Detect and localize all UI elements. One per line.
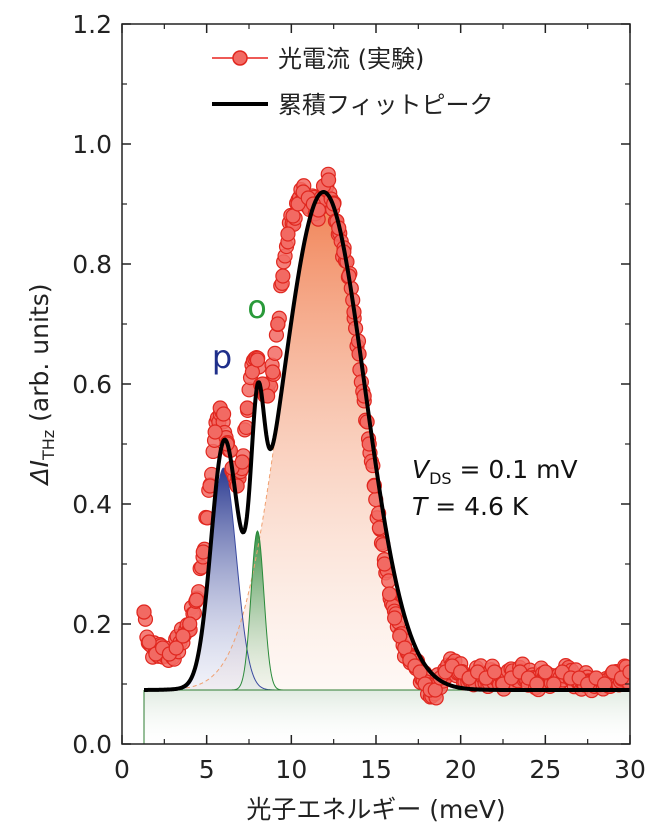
experiment-point [207, 424, 223, 440]
experiment-point [182, 616, 198, 632]
y-tick-label: 0.6 [72, 370, 112, 399]
axis-tick-labels: 0 5 10 15 20 25 30 0.0 0.2 0.4 0.6 0.8 1.0 1.2 [72, 10, 646, 784]
experiment-point [280, 226, 296, 242]
experiment-point [234, 454, 250, 470]
x-tick-label: 25 [529, 755, 561, 784]
x-tick-label: 20 [445, 755, 477, 784]
peak-label-o: o [247, 288, 267, 326]
experiment-point [216, 406, 232, 422]
experiment-point [141, 634, 157, 650]
experiment-point [537, 664, 553, 680]
experiment-point [486, 664, 503, 680]
experiment-point [270, 316, 286, 332]
temperature-symbol: T [412, 492, 429, 521]
y-axis-title-suffix: (arb. units) [25, 284, 54, 430]
vds-subscript: DS [429, 469, 451, 488]
baseline-fill [144, 690, 630, 744]
y-tick-label: 1.2 [72, 10, 112, 39]
temperature-value: = 4.6 K [427, 492, 529, 521]
experiment-point [239, 400, 255, 416]
axis-ticks [121, 23, 631, 745]
experiment-point [267, 345, 283, 361]
legend-fit-label: 累積フィットピーク [278, 91, 494, 119]
y-axis-title-subscript: THz [39, 430, 58, 461]
x-tick-label: 10 [275, 755, 307, 784]
y-tick-label: 1.0 [72, 130, 112, 159]
experiment-point [188, 592, 205, 608]
experiment-point [168, 640, 184, 656]
vds-symbol: V [412, 455, 431, 484]
peak-fills [144, 192, 630, 744]
x-tick-label: 0 [114, 755, 130, 784]
y-tick-label: 0.8 [72, 250, 112, 279]
experiment-point [622, 664, 630, 680]
vds-annotation: VDS = 0.1 mV [412, 455, 578, 488]
experiment-point [175, 628, 191, 644]
y-axis-title-prefix: ΔI [25, 460, 54, 486]
fit-curve-layer [142, 190, 630, 692]
x-tick-label: 30 [614, 755, 646, 784]
experiment-point [275, 268, 291, 284]
vds-value: = 0.1 mV [452, 455, 578, 484]
x-tick-label: 15 [360, 755, 392, 784]
experiment-point [381, 586, 398, 602]
legend-experiment-label: 光電流 (実験) [278, 45, 424, 73]
x-tick-label: 5 [199, 755, 215, 784]
experiment-point [265, 364, 281, 380]
legend-experiment-marker [232, 50, 248, 66]
legend: 光電流 (実験) 累積フィットピーク [212, 45, 494, 119]
temperature-annotation: T = 4.6 K [412, 492, 529, 521]
experiment-point [320, 172, 337, 188]
y-tick-label: 0.2 [72, 610, 112, 639]
y-axis-title: ΔITHz (arb. units) [25, 284, 58, 487]
experiment-point [136, 604, 152, 620]
experiment-point [249, 352, 266, 368]
x-axis-title: 光子エネルギー (meV) [246, 795, 505, 824]
peak-fill-main [144, 192, 630, 690]
y-tick-label: 0.4 [72, 490, 112, 519]
y-tick-label: 0.0 [72, 730, 112, 759]
peak-fill-o [144, 531, 630, 690]
experiment-point [387, 610, 403, 626]
peak-label-p: p [212, 338, 232, 376]
fit-curve [142, 190, 630, 692]
